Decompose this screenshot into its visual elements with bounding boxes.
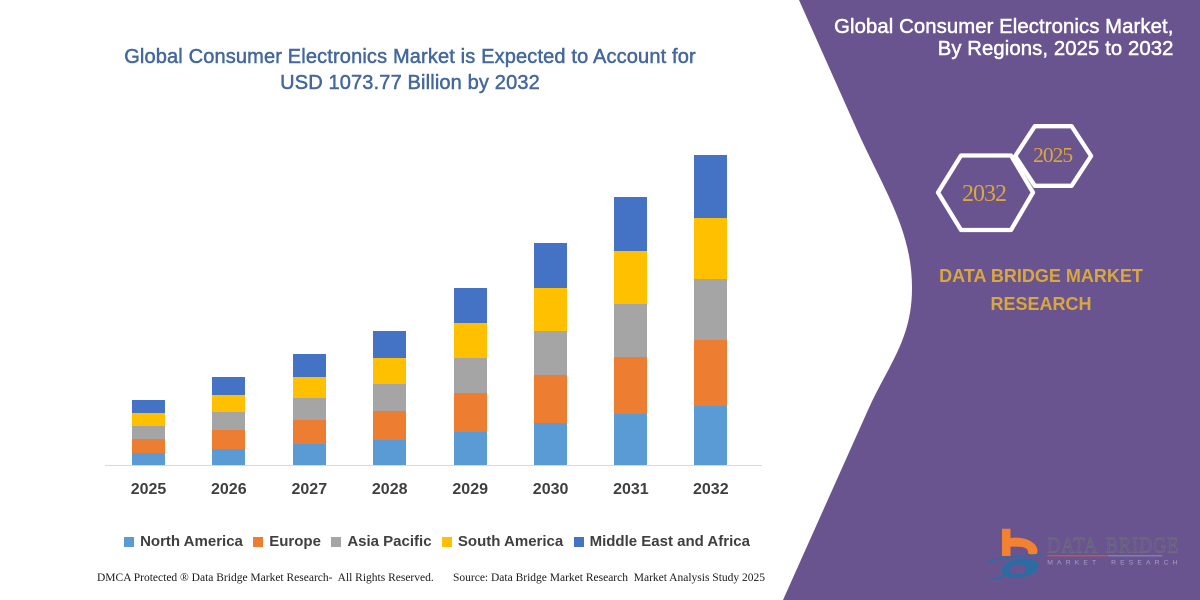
svg-text:2032: 2032 — [962, 181, 1006, 207]
svg-text:DATA BRIDGE: DATA BRIDGE — [1047, 534, 1179, 558]
svg-text:MARKET RESEARCH: MARKET RESEARCH — [1047, 560, 1181, 567]
svg-text:2025: 2025 — [1033, 143, 1072, 167]
